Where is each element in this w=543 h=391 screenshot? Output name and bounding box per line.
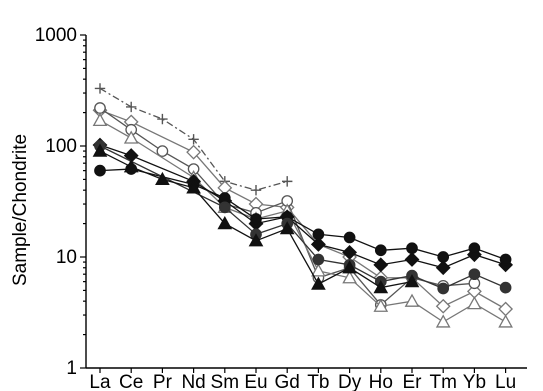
data-point [94,102,106,114]
series-6 [94,163,512,266]
series-5 [92,137,514,276]
data-point [123,159,139,173]
data-point [310,236,326,252]
data-point [282,176,293,187]
series-layer [92,83,514,328]
data-point [467,296,482,310]
data-point [312,228,325,241]
x-tick-label-ce: Ce [119,372,143,391]
data-point [435,298,451,314]
data-point [155,171,170,186]
data-point [373,280,389,294]
x-tick-label-la: La [89,372,111,391]
data-point [406,242,418,255]
data-point [342,260,357,274]
data-point [248,233,264,247]
data-point [437,282,450,295]
x-tick-label-tb: Tb [307,372,329,391]
x-tick-label-lu: Lu [495,372,516,391]
data-point [218,201,231,214]
x-tick-label-tm: Tm [429,372,456,391]
y-tick-label: 1000 [35,25,77,46]
data-point [92,143,108,157]
data-point [123,130,139,144]
data-point [498,301,514,317]
x-tick-label-eu: Eu [244,372,267,391]
data-point [498,314,513,328]
series-4 [92,112,513,328]
data-point [94,164,106,177]
data-point [342,270,357,284]
series-2 [92,102,514,317]
y-axis-title: Sample/Chondrite [10,134,31,286]
data-point [468,242,481,255]
data-point [92,112,108,127]
x-tick-label-dy: Dy [338,372,362,391]
data-point [374,244,387,257]
series-line [99,144,506,269]
data-point [186,180,201,194]
data-point [217,216,233,230]
data-point [373,298,389,312]
data-point [157,113,168,125]
x-tick-label-sm: Sm [211,372,240,391]
data-point [186,144,202,160]
x-tick-label-er: Er [403,372,423,391]
data-point [250,184,262,196]
data-point [342,244,358,260]
data-point [404,293,420,307]
y-tick-label: 100 [45,136,77,157]
data-point [311,276,326,290]
data-point [435,260,451,276]
x-tick-label-nd: Nd [181,372,205,391]
data-point [250,213,262,225]
data-point [499,281,512,294]
data-point [404,274,420,288]
data-point [94,83,106,94]
data-point [373,257,389,273]
series-7 [94,140,512,295]
x-tick-label-gd: Gd [275,372,300,391]
y-tick-label: 10 [56,247,77,268]
data-point [404,252,420,267]
data-point [126,101,137,113]
data-point [312,253,325,266]
data-point [499,253,512,266]
y-tick-label: 1 [66,358,77,379]
data-point [435,314,451,328]
x-tick-label-pr: Pr [153,372,173,391]
data-point [188,134,199,145]
series-8 [92,143,420,294]
data-point [311,263,326,277]
x-tick-label-ho: Ho [369,372,393,391]
series-line [99,109,506,310]
data-point [437,251,450,263]
axes: 1 10 100 1000 La Ce Pr Nd Sm Eu Gd Tb Dy Ho Er Tm Yb Lu [35,25,527,391]
data-point [279,221,295,235]
x-tick-label-yb: Yb [463,372,486,391]
data-point [156,145,169,157]
data-point [468,268,481,281]
data-point [343,231,356,244]
